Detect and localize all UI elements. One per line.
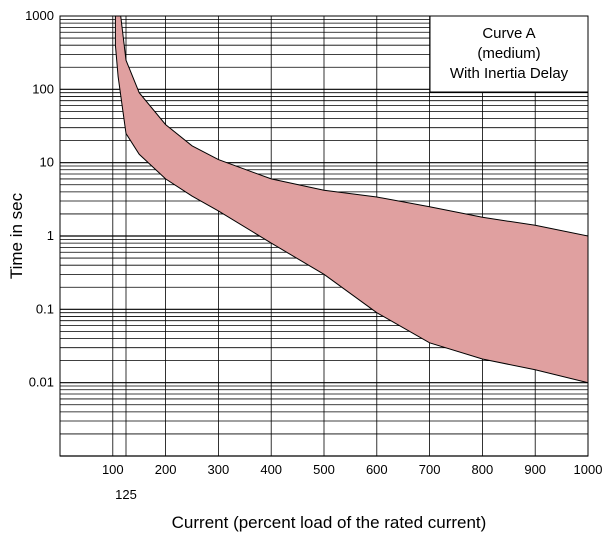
y-tick-label: 1 bbox=[47, 228, 54, 243]
legend: Curve A (medium) With Inertia Delay bbox=[429, 15, 589, 93]
y-axis: 1000 100 10 1 0.1 0.01 bbox=[25, 8, 54, 390]
legend-box bbox=[429, 15, 589, 93]
y-axis-title: Time in sec bbox=[7, 192, 26, 279]
legend-line-2: (medium) bbox=[477, 45, 540, 62]
legend-line-3: With Inertia Delay bbox=[450, 65, 569, 82]
x-tick-label: 600 bbox=[366, 462, 388, 477]
y-tick-label: 10 bbox=[40, 155, 54, 170]
x-tick-label: 700 bbox=[419, 462, 441, 477]
x-tick-label: 300 bbox=[208, 462, 230, 477]
x-tick-label: 800 bbox=[472, 462, 494, 477]
x-axis: 100 125 200 300 400 500 600 700 800 900 1000 bbox=[102, 462, 603, 502]
x-tick-label: 100 bbox=[102, 462, 124, 477]
y-tick-label: 0.1 bbox=[36, 301, 54, 316]
x-axis-title: Current (percent load of the rated curre… bbox=[172, 513, 487, 532]
x-tick-label: 500 bbox=[313, 462, 335, 477]
x-tick-label: 400 bbox=[260, 462, 282, 477]
plot-frame bbox=[59, 15, 589, 457]
y-tick-label: 100 bbox=[32, 81, 54, 96]
x-tick-label: 900 bbox=[524, 462, 546, 477]
legend-line-1: Curve A bbox=[482, 25, 535, 42]
y-tick-label: 0.01 bbox=[29, 375, 54, 390]
tripping-band-area bbox=[114, 15, 589, 384]
x-tick-label: 200 bbox=[155, 462, 177, 477]
y-tick-label: 1000 bbox=[25, 8, 54, 23]
x-tick-label: 1000 bbox=[574, 462, 603, 477]
x-tick-label: 125 bbox=[115, 487, 137, 502]
